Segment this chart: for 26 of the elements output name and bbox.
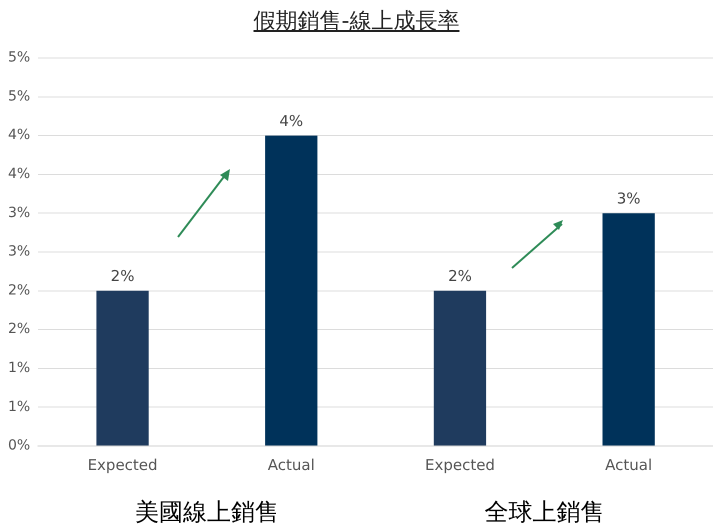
y-tick-label: 5% bbox=[8, 88, 30, 104]
text: 全球上銷售 bbox=[484, 498, 604, 526]
data-label: 3% bbox=[616, 190, 641, 208]
x-tick-label: Expected bbox=[424, 456, 495, 474]
data-label: 4% bbox=[279, 112, 304, 130]
x-tick-label: Actual bbox=[605, 456, 652, 474]
bar bbox=[96, 290, 149, 446]
y-tick-label: 2% bbox=[8, 321, 30, 338]
y-tick-label: 1% bbox=[8, 398, 30, 415]
x-tick-label: Actual bbox=[268, 456, 315, 474]
y-tick-label: 0% bbox=[8, 438, 30, 454]
x-tick-label: Expected bbox=[88, 456, 158, 474]
y-tick-label: 3% bbox=[8, 244, 30, 260]
chart-title: 假期銷售-線上成長率 bbox=[252, 8, 460, 36]
text: 美國線上銷售 bbox=[134, 498, 279, 526]
y-tick-label: 4% bbox=[8, 166, 30, 182]
data-label: 2% bbox=[448, 267, 472, 286]
y-tick-label: 4% bbox=[8, 127, 30, 144]
bar bbox=[265, 136, 318, 446]
bar bbox=[602, 213, 655, 446]
y-tick-label: 1% bbox=[8, 360, 30, 376]
data-label: 2% bbox=[110, 267, 134, 286]
y-tick-label: 2% bbox=[8, 282, 30, 298]
bar bbox=[434, 290, 486, 446]
y-tick-label: 5% bbox=[8, 50, 30, 66]
y-tick-label: 3% bbox=[8, 204, 30, 221]
